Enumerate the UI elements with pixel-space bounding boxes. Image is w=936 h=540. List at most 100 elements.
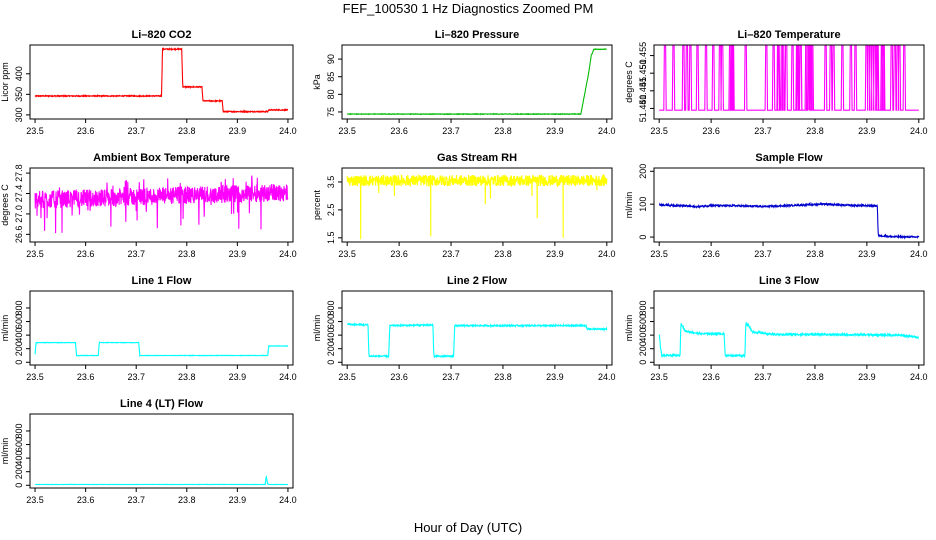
panel-2-frame [341,44,613,120]
panel-8-ytick-label: 200 [326,341,336,356]
panel-10-ytick-label: 800 [14,423,24,438]
panel-9-xtick-label: 23.9 [858,372,876,382]
panel-4-xtick-label: 23.5 [26,249,44,259]
panel-5-xtick-label: 24.0 [598,249,616,259]
panel-6-xtick-label: 23.5 [650,249,668,259]
panel-7-xtick-label: 23.5 [26,372,44,382]
panel-3-ytick-label: 51.440 [638,95,648,123]
panel-8-ytick-label: 800 [326,300,336,315]
panel-4-title: Ambient Box Temperature [93,152,230,164]
panel-10-title: Line 4 (LT) Flow [120,398,203,410]
panel-5: Gas Stream RH percent 23.5 23.6 23.7 23.8 23.9… [312,152,616,259]
panel-9-xtick-label: 23.5 [650,372,668,382]
panel-5-series-line [346,173,608,240]
panel-7-xtick-label: 23.7 [127,372,145,382]
panel-8-ytick-label: 0 [326,360,336,365]
panel-8-ytick-label: 400 [326,328,336,343]
panel-8-xtick-label: 24.0 [598,372,616,382]
panel-6-xtick-label: 23.6 [702,249,720,259]
panel-1-ylabel: Licor ppm [0,62,10,102]
panel-2-xtick-label: 23.8 [494,126,512,136]
panel-2-xtick-label: 23.7 [442,126,460,136]
panel-5-xtick-label: 23.7 [442,249,460,259]
panel-3-xtick-label: 23.7 [754,126,772,136]
panel-3-ytick-label: 51.445 [638,77,648,105]
panel-4-ytick-label: 27.0 [14,205,24,223]
panel-5-frame [341,167,613,243]
panel-3-ytick-label: 51.455 [638,42,648,70]
panel-9-frame [653,290,925,366]
panel-6-ytick-label: 100 [638,197,648,212]
panel-7-ytick-label: 400 [14,328,24,343]
panel-10-ytick-label: 200 [14,464,24,479]
panel-7-ytick-label: 0 [14,360,24,365]
panel-3-frame [653,44,925,120]
panel-9-ytick-label: 200 [638,341,648,356]
panel-10-xtick-label: 23.9 [229,495,247,505]
panel-5-xtick-label: 23.5 [338,249,356,259]
panel-8-ylabel: ml/min [312,315,322,342]
panel-2-ylabel: kPa [312,74,322,90]
panel-10-ytick-label: 600 [14,437,24,452]
panel-3-xtick-label: 24.0 [910,126,928,136]
panel-5-ytick-label: 3.5 [326,176,336,189]
panel-5-title: Gas Stream RH [437,152,517,164]
panel-4-ytick-label: 26.6 [14,226,24,244]
panel-8-xtick-label: 23.6 [390,372,408,382]
panel-9-xtick-label: 24.0 [910,372,928,382]
panel-10-xtick-label: 23.6 [77,495,95,505]
panel-9-xtick-label: 23.6 [702,372,720,382]
panel-3-xtick-label: 23.9 [858,126,876,136]
panel-3-xtick-label: 23.6 [702,126,720,136]
panel-1-frame [29,44,294,120]
panel-2-ytick-label: 85 [326,72,336,82]
panel-2-title: Li–820 Pressure [435,29,519,41]
panel-7-xtick-label: 23.8 [178,372,196,382]
panel-7-ytick-label: 800 [14,300,24,315]
panel-1-xtick-label: 23.7 [127,126,145,136]
panel-6-xtick-label: 24.0 [910,249,928,259]
panel-10-xtick-label: 24.0 [279,495,297,505]
panel-3-xtick-label: 23.5 [650,126,668,136]
panel-10-xtick-label: 23.8 [178,495,196,505]
panel-5-xtick-label: 23.9 [546,249,564,259]
panel-4-ytick-label: 27.8 [14,164,24,182]
panel-6-xtick-label: 23.9 [858,249,876,259]
panel-3-ylabel: degrees C [624,61,634,103]
panel-grid: Li–820 CO2 Licor ppm 23.5 23.6 23.7 23.8 23.9 2… [0,29,928,505]
panel-4-ylabel: degrees C [0,184,10,226]
panel-2-xtick-label: 23.6 [390,126,408,136]
panel-6-frame [653,167,925,243]
panel-4-xtick-label: 23.6 [77,249,95,259]
panel-6-ytick-label: 0 [638,235,648,240]
panel-6-ylabel: ml/min [624,192,634,219]
panel-5-ytick-label: 1.5 [326,232,336,245]
panel-1-ytick-label: 350 [14,87,24,102]
panel-5-ylabel: percent [312,189,322,220]
panel-2-xtick-label: 23.5 [338,126,356,136]
panel-1-xtick-label: 23.6 [77,126,95,136]
panel-8-xtick-label: 23.7 [442,372,460,382]
panel-10-series-line [35,474,288,486]
panel-1-xtick-label: 23.8 [178,126,196,136]
panel-7-ytick-label: 600 [14,314,24,329]
panel-7-xtick-label: 23.9 [229,372,247,382]
panel-10-ytick-label: 400 [14,451,24,466]
panel-2-ytick-label: 90 [326,54,336,64]
panel-6-series-line [658,201,920,240]
panel-1-xtick-label: 24.0 [279,126,297,136]
panel-4-frame [29,167,294,243]
panel-8-xtick-label: 23.5 [338,372,356,382]
panel-4-xtick-label: 23.7 [127,249,145,259]
panel-10-ytick-label: 0 [14,483,24,488]
panel-8: Line 2 Flow ml/min 23.5 23.6 23.7 23.8 23.9 24.… [312,275,616,382]
panel-2-series-line [346,48,608,116]
panel-9-series-line [658,322,919,359]
panel-6-title: Sample Flow [755,152,823,164]
panel-10-frame [29,413,294,489]
panel-8-series-line [346,322,608,359]
panel-8-ytick-label: 600 [326,314,336,329]
panel-9-ytick-label: 400 [638,328,648,343]
panel-7-frame [29,290,294,366]
panel-2-xtick-label: 24.0 [598,126,616,136]
